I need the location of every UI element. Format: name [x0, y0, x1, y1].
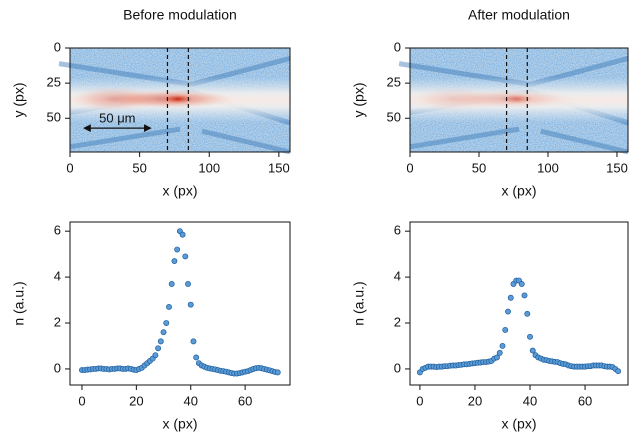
fringe [201, 128, 291, 155]
x-tick-label: 40 [523, 393, 537, 408]
fringe [540, 128, 629, 155]
x-axis-label: x (px) [502, 183, 537, 199]
y-tick-label: 25 [47, 75, 61, 90]
data-point [529, 347, 536, 354]
data-point [190, 338, 197, 345]
y-tick-label: 0 [54, 39, 61, 54]
data-point [274, 369, 281, 376]
y-axis-label: n (a.u.) [351, 281, 367, 325]
data-point [163, 320, 170, 326]
heatmap-image [398, 48, 629, 155]
x-tick-label: 100 [537, 160, 559, 175]
data-point [518, 281, 525, 287]
data-point [171, 258, 178, 264]
x-tick-label: 0 [416, 393, 423, 408]
x-axis-label: x (px) [163, 416, 198, 432]
y-tick-label: 0 [394, 360, 401, 375]
fringe [409, 126, 520, 150]
data-point [521, 292, 528, 299]
data-point [527, 333, 533, 340]
y-axis-label: y (px) [11, 83, 27, 118]
x-tick-label: 150 [268, 160, 290, 175]
data-point [157, 338, 164, 345]
fringe [69, 126, 181, 150]
scale-bar-label: 50 μm [99, 111, 135, 126]
data-point [185, 281, 191, 287]
data-point [174, 246, 181, 253]
axes-frame [69, 47, 291, 153]
y-tick-label: 6 [394, 223, 401, 238]
y-axis-label: n (a.u.) [11, 281, 27, 325]
x-tick-label: 0 [66, 160, 73, 175]
data-point [615, 368, 622, 375]
x-tick-label: 50 [132, 160, 146, 175]
data-point [507, 294, 514, 301]
x-axis-label: x (px) [163, 183, 198, 199]
data-point [152, 352, 159, 359]
axes-frame [409, 47, 629, 153]
x-tick-label: 20 [129, 393, 143, 408]
red-core [160, 93, 196, 105]
x-tick-label: 60 [238, 393, 252, 408]
y-tick-label: 50 [47, 110, 61, 125]
x-tick-label: 60 [578, 393, 592, 408]
heatmap-image [58, 48, 291, 155]
x-tick-label: 0 [78, 393, 85, 408]
y-tick-label: 4 [54, 269, 61, 284]
y-tick-label: 0 [54, 360, 61, 375]
data-point [187, 301, 194, 308]
axes-frame [69, 221, 291, 386]
data-point [494, 354, 500, 361]
data-point [502, 326, 509, 333]
x-tick-label: 100 [198, 160, 220, 175]
x-tick-label: 0 [406, 160, 413, 175]
data-point [524, 310, 531, 317]
y-tick-label: 0 [394, 39, 401, 54]
red-core [499, 93, 535, 105]
x-tick-label: 150 [606, 160, 628, 175]
data-point [193, 354, 200, 361]
red-core [70, 86, 158, 112]
x-tick-label: 20 [468, 393, 482, 408]
data-point [168, 281, 175, 287]
data-point [166, 303, 172, 310]
panel-title: Before modulation [123, 7, 237, 23]
y-tick-label: 50 [387, 110, 401, 125]
y-tick-label: 2 [394, 314, 401, 329]
data-point [179, 231, 186, 238]
data-point [496, 349, 503, 356]
y-tick-label: 2 [54, 314, 61, 329]
data-point [160, 329, 167, 336]
data-point [155, 345, 162, 352]
data-point [505, 308, 511, 315]
axes-frame [409, 221, 629, 386]
y-tick-label: 25 [387, 75, 401, 90]
data-point [499, 343, 506, 349]
data-point [182, 253, 189, 260]
y-tick-label: 6 [54, 223, 61, 238]
red-core [410, 86, 498, 112]
x-axis-label: x (px) [502, 416, 537, 432]
x-tick-label: 50 [472, 160, 486, 175]
x-tick-label: 40 [184, 393, 198, 408]
y-tick-label: 4 [394, 269, 401, 284]
panel-title: After modulation [468, 7, 570, 23]
y-axis-label: y (px) [351, 83, 367, 118]
